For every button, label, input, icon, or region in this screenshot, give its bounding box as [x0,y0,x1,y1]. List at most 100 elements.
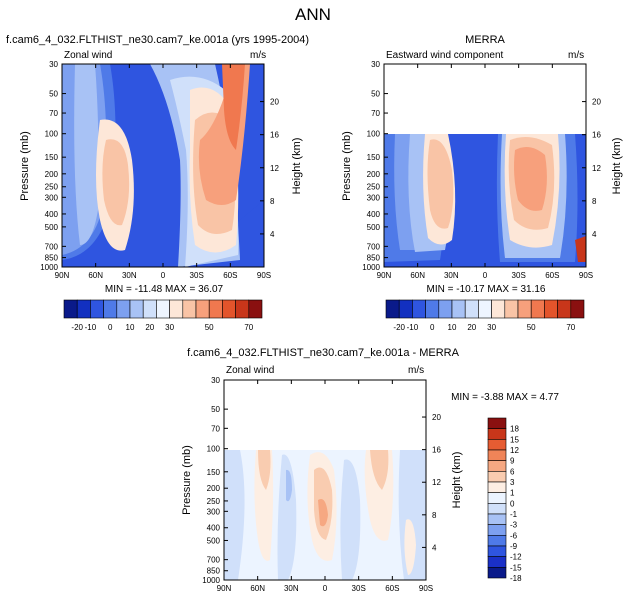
colorbar-box [412,299,426,319]
panel-merra-ylabel: Pressure (mb) [341,131,353,201]
y-tick-label: 1000 [202,576,220,585]
panel-merra-ylabel-right: Height (km) [611,138,623,195]
merra-fill-10 [514,146,547,211]
y-tick-label: 200 [207,484,221,493]
panel-model-axes: 90N 60N 30N 0 30S 60S 90S 30 50 70 100 150 200 250300… [40,60,279,280]
colorbar-box [487,503,507,515]
y-tick-label: 100 [367,130,381,139]
colorbar-box [487,449,507,461]
colorbar-label: 30 [487,323,496,332]
y-tick-label: 30 [211,376,220,385]
x-tick-label: 0 [323,584,328,593]
colorbar-box [76,299,91,319]
panel-model-ylabel: Pressure (mb) [19,131,31,201]
y-tick-label: 500 [367,223,381,232]
y-tick-label: 100 [45,130,59,139]
y-tick-label: 1000 [362,263,380,272]
colorbar-label: -1 [510,510,518,519]
colorbar-box [156,299,170,319]
panel-merra-varlabel: Eastward wind component [386,50,504,61]
colorbar-box [487,492,507,504]
y-tick-label: 100 [207,445,221,454]
colorbar-label: -10 [85,323,97,332]
colorbar-box [129,299,144,319]
colorbar-box [398,299,413,319]
panel-diff-field [224,450,426,580]
x-tick-label: 30S [190,271,204,280]
y-tick-label: 500 [45,223,59,232]
x-tick-label: 90S [579,271,593,280]
merra-fill-11 [575,236,586,262]
y-tick-label: 70 [49,109,58,118]
panel-model-title: f.cam6_4_032.FLTHIST_ne30.cam7_ke.001a (… [6,34,309,46]
y-tick-label: 850 [367,254,381,263]
y-right-tick-label: 8 [592,197,597,206]
panel-diff: f.cam6_4_032.FLTHIST_ne30.cam7_ke.001a -… [181,347,559,593]
colorbar-label: 30 [165,323,174,332]
y-tick-label: 700 [45,242,59,251]
diff-fill-3 [258,450,271,490]
colorbar-box [116,299,131,319]
y-tick-label: 50 [49,90,58,99]
colorbar-label: 1 [510,489,515,498]
y-tick-label: 150 [207,468,221,477]
colorbar-label: 70 [244,323,253,332]
colorbar-box [487,545,507,557]
colorbar-box [451,299,466,319]
y-tick-label: 200 [45,170,59,179]
colorbar-box [222,299,236,319]
colorbar-box [487,439,507,451]
figure-title: ANN [295,5,331,24]
colorbar-box [208,299,223,319]
panel-model-field [62,64,264,268]
diff-fill-5 [286,469,292,502]
x-tick-label: 90N [217,584,232,593]
diff-fill-13 [404,519,416,575]
y-right-tick-label: 4 [432,543,437,552]
colorbar-box [487,535,507,547]
panel-merra-axes: 90N 60N 30N 0 30S 60S 90S 30 50 70 100 150 200 250300… [362,60,601,280]
y-right-tick-label: 20 [592,98,601,107]
y-right-tick-label: 20 [270,98,279,107]
colorbar-box [90,299,104,319]
panel-model-colorbar: -20 -10 0 10 20 30 50 70 [63,299,263,332]
colorbar-label: -15 [510,563,522,572]
colorbar-label: 0 [430,323,435,332]
diff-fill-1 [224,450,245,580]
colorbar-label: 12 [510,446,519,455]
x-tick-label: 60N [88,271,103,280]
colorbar-label: -20 [393,323,405,332]
panel-diff-varlabel: Zonal wind [226,365,274,376]
x-tick-label: 90S [419,584,433,593]
x-tick-label: 60S [545,271,559,280]
colorbar-label: -6 [510,531,518,540]
y-tick-label: 30 [49,60,58,69]
colorbar-label: 9 [510,457,515,466]
x-tick-label: 90S [257,271,271,280]
colorbar-label: 3 [510,478,515,487]
y-tick-label: 50 [211,405,220,414]
colorbar-label: 10 [448,323,457,332]
x-tick-label: 0 [161,271,166,280]
colorbar-box [487,417,507,429]
colorbar-box [464,299,479,319]
panel-diff-axes: 90N 60N 30N 0 30S 60S 90S 30 50 70 100 150 200 250300… [202,376,441,593]
y-tick-label: 70 [371,109,380,118]
panel-model-units: m/s [250,50,266,61]
y-tick-label: 50 [371,90,380,99]
panel-diff-ylabel: Pressure (mb) [181,445,193,515]
colorbar-box [517,299,532,319]
colorbar-box [195,299,210,319]
colorbar-box [487,556,507,568]
colorbar-box [487,513,507,525]
y-tick-label: 150 [367,153,381,162]
colorbar-label: 0 [510,499,515,508]
colorbar-box [142,299,157,319]
colorbar-box [491,299,506,319]
colorbar-label: 6 [510,467,515,476]
y-tick-label: 250 [367,183,381,192]
y-tick-label: 200 [367,170,381,179]
y-tick-label: 700 [207,556,221,565]
model-fill-5 [102,139,130,226]
